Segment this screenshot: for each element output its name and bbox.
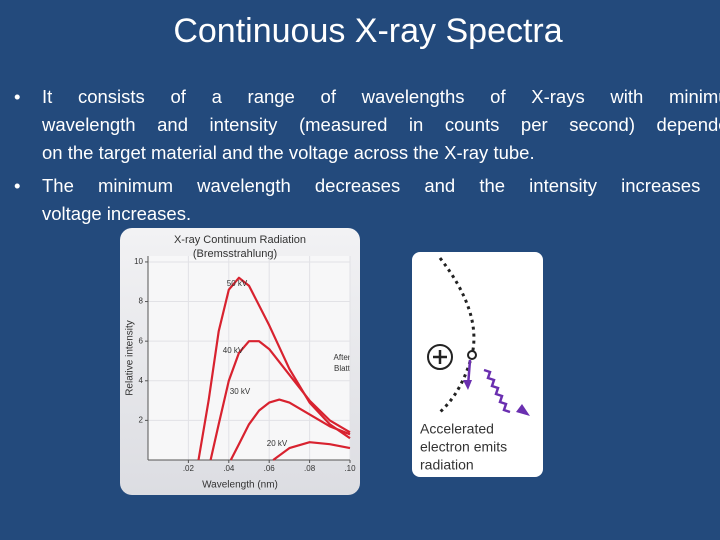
series-line: [197, 276, 351, 461]
series-label: 40 kV: [223, 346, 244, 355]
x-tick-label: .08: [304, 464, 316, 473]
radiation-wave: [483, 368, 511, 414]
x-axis-label: Wavelength (nm): [202, 480, 278, 491]
series-line: [272, 441, 351, 461]
slide-title: Continuous X-ray Spectra: [173, 12, 563, 50]
y-tick-label: 4: [139, 376, 144, 385]
bullet-line: It consists of a range of wavelengths of…: [42, 86, 720, 107]
x-tick-label: .06: [264, 464, 276, 473]
bullet: • The minimum wavelength decreases and t…: [14, 172, 720, 228]
bullet-dot: •: [14, 175, 21, 196]
chart-panel: X-ray Continuum Radiation (Bremsstrahlun…: [120, 228, 360, 495]
annotation: Blatt: [334, 364, 351, 373]
series-line: [209, 340, 351, 461]
x-tick-label: .04: [223, 464, 235, 473]
series-line: [229, 398, 351, 461]
caption-line: Accelerated: [420, 421, 494, 437]
bullet-dot: •: [14, 86, 21, 107]
electron: [467, 350, 477, 360]
series-label: 50 kV: [227, 279, 248, 288]
caption-line: electron emits: [420, 439, 507, 455]
y-tick-label: 8: [139, 297, 144, 306]
x-tick-label: .10: [344, 464, 356, 473]
y-tick-label: 10: [134, 257, 143, 266]
plus-sign: [433, 350, 447, 364]
y-axis-label: Relative intensity: [125, 320, 136, 396]
annotation: After: [334, 353, 351, 362]
bullet-line: The minimum wavelength decreases and the…: [42, 175, 720, 196]
y-tick-label: 6: [139, 336, 144, 345]
bullet-line: on the target material and the voltage a…: [42, 142, 535, 163]
bullet-line: voltage increases.: [42, 203, 192, 224]
y-tick-label: 2: [139, 415, 144, 424]
chart: X-ray Continuum Radiation (Bremsstrahlun…: [125, 234, 356, 491]
series-label: 30 kV: [230, 387, 251, 396]
diagram: Accelerated electron emits radiation: [420, 257, 530, 473]
bullet-line: wavelength and intensity (measured in co…: [42, 114, 720, 135]
bullet: • It consists of a range of wavelengths …: [14, 83, 720, 167]
diagram-panel: Accelerated electron emits radiation: [412, 252, 543, 477]
series-label: 20 kV: [267, 439, 288, 448]
chart-title: X-ray Continuum Radiation: [174, 234, 306, 246]
arrow-head: [463, 380, 472, 390]
chart-subtitle: (Bremsstrahlung): [193, 248, 277, 260]
caption-line: radiation: [420, 457, 474, 473]
wave-arrow-head: [516, 404, 530, 416]
x-tick-label: .02: [183, 464, 195, 473]
nucleus: [427, 344, 453, 370]
electron-path: [438, 257, 476, 414]
